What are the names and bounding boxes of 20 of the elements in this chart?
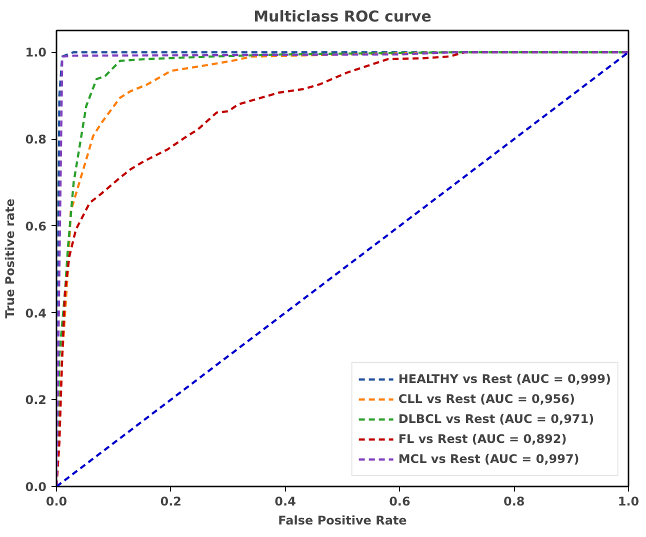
x-axis-title: False Positive Rate [278,514,407,528]
x-tick-label: 0.6 [389,494,410,508]
y-tick-label: 0.2 [25,393,47,408]
x-tick-label: 0.0 [46,494,68,508]
legend-label: DLBCL vs Rest (AUC = 0,971) [398,412,594,426]
x-tick-label: 0.2 [160,494,182,508]
x-tick-label: 0.4 [274,494,296,508]
chart-title: Multiclass ROC curve [254,8,432,26]
y-axis-title: True Positive rate [3,198,18,318]
x-tick-label: 1.0 [618,494,640,508]
y-tick-label: 0.4 [25,306,47,320]
y-tick-label: 0.8 [25,132,47,147]
y-tick-label: 0.0 [25,480,47,494]
x-tick-label: 0.8 [503,494,525,508]
y-tick-label: 0.6 [25,219,47,234]
legend-label: CLL vs Rest (AUC = 0,956) [398,392,575,406]
y-tick-label: 1.0 [25,46,47,60]
legend-label: FL vs Rest (AUC = 0,892) [398,432,567,446]
legend-label: MCL vs Rest (AUC = 0,997) [398,452,580,466]
legend-label: HEALTHY vs Rest (AUC = 0,999) [398,372,611,386]
